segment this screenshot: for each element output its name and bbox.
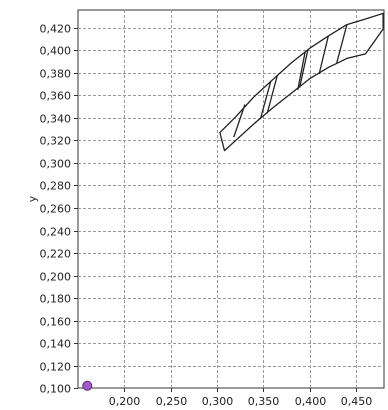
plot-area <box>77 9 385 389</box>
series <box>82 12 384 391</box>
x-tick-label: 0,250 <box>156 395 188 408</box>
hatch-line <box>336 24 348 64</box>
hatch-line <box>260 80 272 119</box>
y-tick-label: 0,180 <box>40 293 72 306</box>
y-tick-label: 0,200 <box>40 271 72 284</box>
y-tick-label: 0,240 <box>40 226 72 239</box>
y-tick-label: 0,420 <box>40 23 72 36</box>
hatch-line <box>266 75 278 114</box>
hatch-line <box>297 51 306 90</box>
data-point <box>82 380 93 391</box>
y-tick-label: 0,260 <box>40 203 72 216</box>
y-tick-label: 0,220 <box>40 248 72 261</box>
y-tick-label: 0,400 <box>40 45 72 58</box>
y-tick-label: 0,360 <box>40 90 72 103</box>
x-tick-label: 0,350 <box>248 395 280 408</box>
y-tick-label: 0,280 <box>40 180 72 193</box>
y-tick-label: 0,380 <box>40 68 72 81</box>
y-tick-label: 0,320 <box>40 135 72 148</box>
y-tick-label: 0,300 <box>40 158 72 171</box>
x-tick-label: 0,200 <box>109 395 141 408</box>
y-tick-label: 0,120 <box>40 361 72 374</box>
y-tick-label: 0,340 <box>40 113 72 126</box>
band-outline <box>219 12 384 152</box>
grid <box>78 10 384 389</box>
x-axis-ticks: 0,200 0,250 0,300 0,350 0,400 0,450 <box>109 388 373 408</box>
hatch-line <box>318 35 329 75</box>
y-axis-label: y <box>26 195 39 202</box>
y-tick-label: 0,160 <box>40 316 72 329</box>
y-axis-ticks: 0,100 0,120 0,140 0,160 0,180 0,200 0,220 0,240… <box>40 23 78 396</box>
x-tick-label: 0,450 <box>341 395 373 408</box>
x-tick-label: 0,400 <box>295 395 327 408</box>
hatch-line <box>233 104 246 138</box>
y-tick-label: 0,100 <box>40 383 72 396</box>
x-tick-label: 0,300 <box>202 395 234 408</box>
hatch-line <box>298 49 309 88</box>
y-tick-label: 0,140 <box>40 338 72 351</box>
